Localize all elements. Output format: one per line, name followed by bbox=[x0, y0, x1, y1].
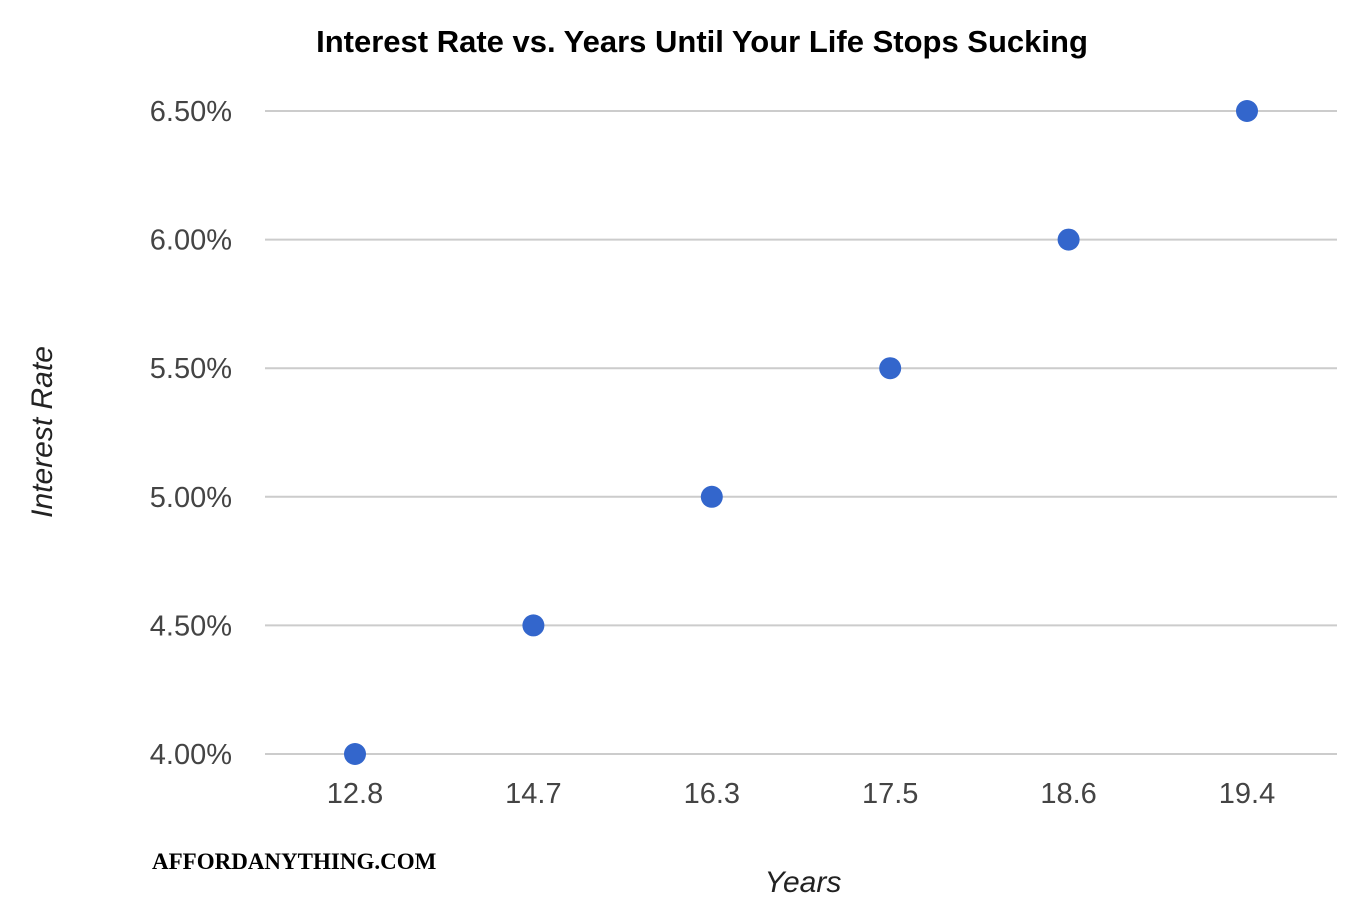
x-axis-tick-labels: 12.8 14.7 16.3 17.5 18.6 19.4 bbox=[327, 778, 1275, 810]
data-point bbox=[522, 614, 545, 637]
data-point bbox=[1057, 228, 1080, 251]
y-tick-label: 6.00% bbox=[150, 225, 232, 257]
y-tick-label: 5.00% bbox=[150, 482, 232, 514]
y-axis-tick-labels: 6.50% 6.00% 5.50% 5.00% 4.50% 4.00% bbox=[150, 96, 232, 771]
data-points bbox=[344, 100, 1258, 765]
data-point bbox=[1236, 100, 1258, 122]
x-tick-label: 17.5 bbox=[862, 778, 918, 810]
watermark-logo: AFFORDANYTHING.COM bbox=[152, 849, 437, 874]
chart-title: Interest Rate vs. Years Until Your Life … bbox=[316, 24, 1088, 59]
x-tick-label: 14.7 bbox=[505, 778, 561, 810]
x-tick-label: 16.3 bbox=[684, 778, 740, 810]
data-point bbox=[344, 743, 366, 765]
x-tick-label: 12.8 bbox=[327, 778, 383, 810]
y-tick-label: 4.50% bbox=[150, 610, 232, 642]
data-point bbox=[700, 485, 723, 508]
data-point bbox=[879, 357, 902, 380]
y-tick-label: 4.00% bbox=[150, 739, 232, 771]
gridlines bbox=[265, 110, 1337, 755]
x-axis-title: Years bbox=[765, 866, 842, 899]
x-tick-label: 18.6 bbox=[1040, 778, 1096, 810]
y-tick-label: 6.50% bbox=[150, 96, 232, 128]
y-axis-title: Interest Rate bbox=[26, 346, 59, 518]
y-tick-label: 5.50% bbox=[150, 353, 232, 385]
x-tick-label: 19.4 bbox=[1219, 778, 1275, 810]
